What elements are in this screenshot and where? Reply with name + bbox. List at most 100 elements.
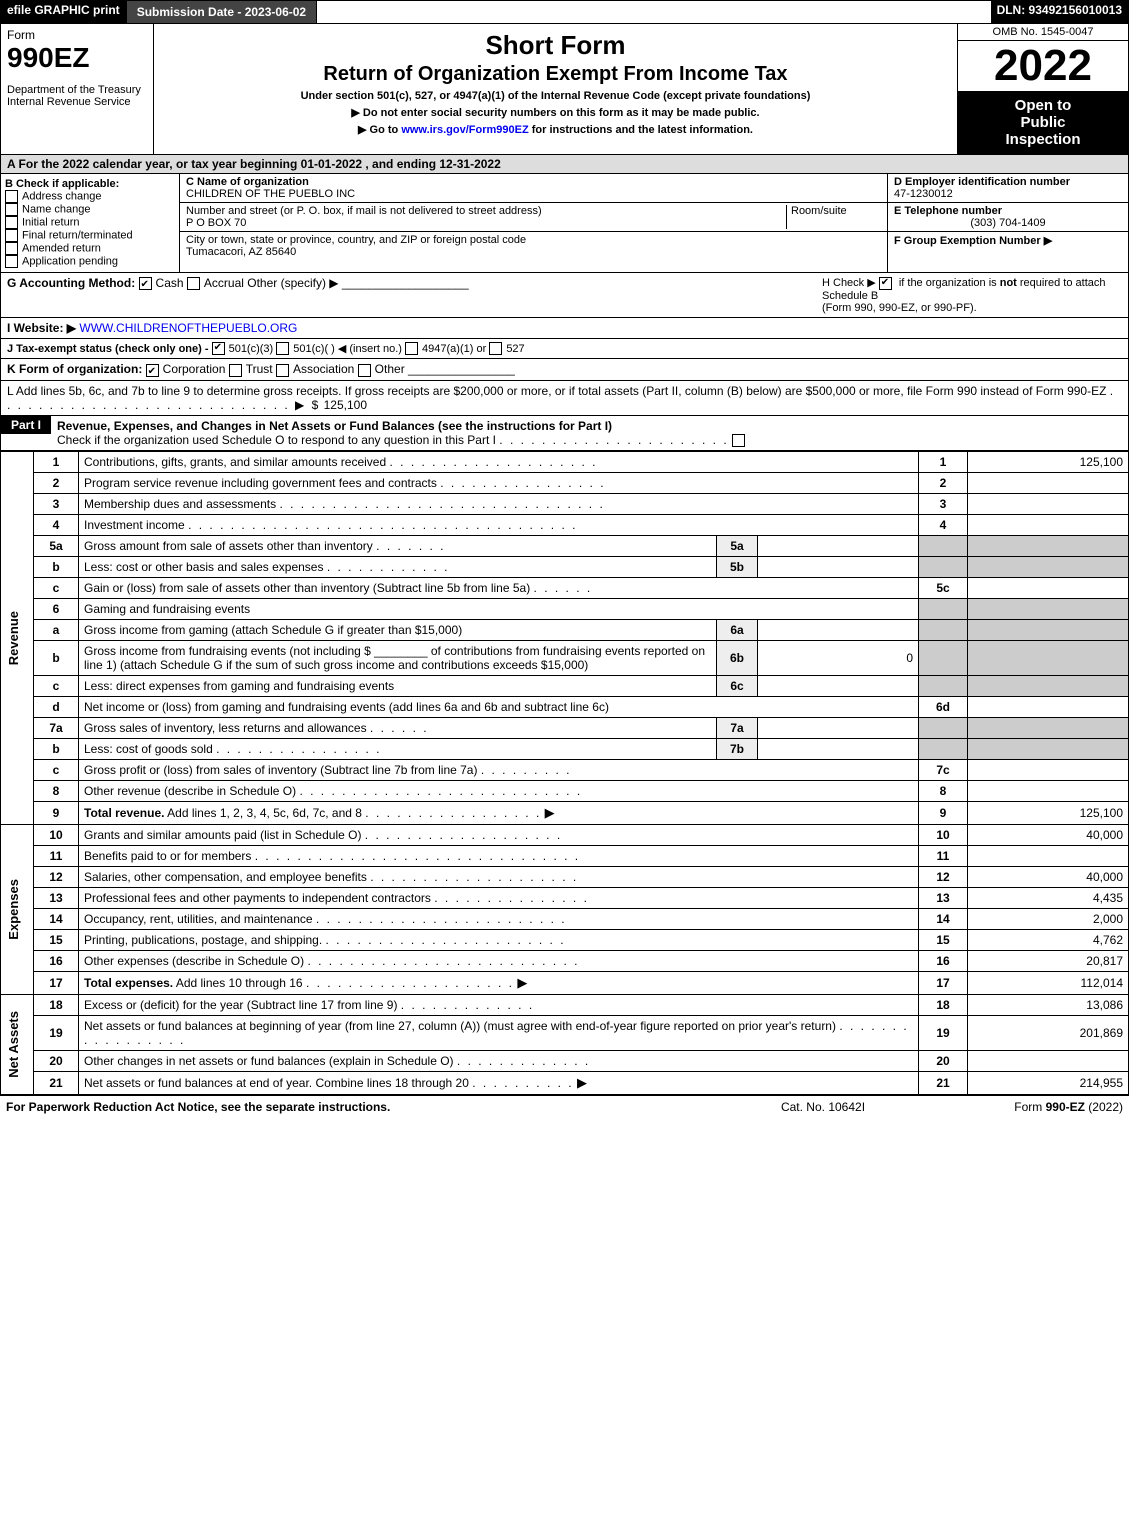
check-h[interactable]	[879, 277, 892, 290]
l12-amount: 40,000	[968, 866, 1129, 887]
check-4947[interactable]	[405, 342, 418, 355]
check-amended-return[interactable]	[5, 242, 18, 255]
g-label: G Accounting Method:	[7, 276, 135, 290]
check-final-return[interactable]	[5, 229, 18, 242]
check-schedule-o[interactable]	[732, 434, 745, 447]
l17-desc: Total expenses.	[84, 976, 173, 990]
rotated-revenue: Revenue	[1, 451, 34, 824]
lines-table: Revenue 1 Contributions, gifts, grants, …	[0, 451, 1129, 1095]
line-6d: d Net income or (loss) from gaming and f…	[1, 696, 1129, 717]
l13-amount: 4,435	[968, 887, 1129, 908]
form-header: Form 990EZ Department of the Treasury In…	[0, 24, 1129, 155]
goto-link[interactable]: www.irs.gov/Form990EZ	[401, 124, 528, 136]
check-other-org[interactable]	[358, 364, 371, 377]
check-address-change[interactable]	[5, 190, 18, 203]
check-accrual[interactable]	[187, 277, 200, 290]
line-6a: a Gross income from gaming (attach Sched…	[1, 619, 1129, 640]
line-7b: b Less: cost of goods sold . . . . . . .…	[1, 738, 1129, 759]
section-i: I Website: ▶ WWW.CHILDRENOFTHEPUEBLO.ORG	[0, 318, 1129, 339]
g-accrual: Accrual	[204, 276, 244, 290]
line-6: 6 Gaming and fundraising events	[1, 598, 1129, 619]
j-opt4: 527	[506, 343, 524, 355]
check-501c[interactable]	[276, 342, 289, 355]
l7a-desc: Gross sales of inventory, less returns a…	[84, 721, 367, 735]
line-7a: 7a Gross sales of inventory, less return…	[1, 717, 1129, 738]
l8-desc: Other revenue (describe in Schedule O)	[84, 784, 296, 798]
i-label: I Website: ▶	[7, 321, 76, 335]
check-501c3[interactable]	[212, 342, 225, 355]
l19-amount: 201,869	[968, 1015, 1129, 1050]
part1-label: Part I	[1, 416, 51, 434]
opt-final-return: Final return/terminated	[22, 229, 133, 241]
l6d-desc: Net income or (loss) from gaming and fun…	[79, 696, 919, 717]
l17-amount: 112,014	[968, 971, 1129, 994]
j-opt1: 501(c)(3)	[229, 343, 274, 355]
check-association[interactable]	[276, 364, 289, 377]
line-18: Net Assets 18 Excess or (deficit) for th…	[1, 994, 1129, 1015]
l20-desc: Other changes in net assets or fund bala…	[84, 1054, 454, 1068]
line-21: 21 Net assets or fund balances at end of…	[1, 1071, 1129, 1094]
l10-amount: 40,000	[968, 824, 1129, 845]
l21-amount: 214,955	[968, 1071, 1129, 1094]
g-other: Other (specify) ▶	[247, 276, 338, 290]
d-label: D Employer identification number	[894, 176, 1122, 188]
l16-amount: 20,817	[968, 950, 1129, 971]
l19-desc: Net assets or fund balances at beginning…	[84, 1019, 836, 1033]
telephone-value: (303) 704-1409	[894, 217, 1122, 229]
l2-desc: Program service revenue including govern…	[84, 476, 437, 490]
section-b-title: B Check if applicable:	[5, 178, 175, 190]
check-application-pending[interactable]	[5, 255, 18, 268]
section-l: L Add lines 5b, 6c, and 7b to line 9 to …	[0, 381, 1129, 416]
opt-application-pending: Application pending	[22, 255, 118, 267]
check-trust[interactable]	[229, 364, 242, 377]
efile-label[interactable]: efile GRAPHIC print	[1, 1, 127, 23]
l7b-desc: Less: cost of goods sold	[84, 742, 213, 756]
l16-desc: Other expenses (describe in Schedule O)	[84, 954, 304, 968]
check-527[interactable]	[489, 342, 502, 355]
l15-desc: Printing, publications, postage, and shi…	[84, 933, 322, 947]
line-5b: b Less: cost or other basis and sales ex…	[1, 556, 1129, 577]
dln-label: DLN: 93492156010013	[991, 1, 1128, 23]
h-text1: H Check ▶	[822, 277, 879, 289]
tax-year: 2022	[958, 41, 1128, 91]
l6a-desc: Gross income from gaming (attach Schedul…	[79, 619, 717, 640]
check-name-change[interactable]	[5, 203, 18, 216]
k-trust: Trust	[246, 362, 273, 376]
e-label: E Telephone number	[894, 205, 1122, 217]
line-4: 4 Investment income . . . . . . . . . . …	[1, 514, 1129, 535]
ein-value: 47-1230012	[894, 188, 1122, 200]
line-16: 16 Other expenses (describe in Schedule …	[1, 950, 1129, 971]
j-label: J Tax-exempt status (check only one) -	[7, 343, 212, 355]
section-def: D Employer identification number 47-1230…	[887, 174, 1128, 272]
l9-desc: Total revenue.	[84, 806, 164, 820]
inspection-box: Open to Public Inspection	[958, 91, 1128, 154]
check-cash[interactable]	[139, 277, 152, 290]
check-corporation[interactable]	[146, 364, 159, 377]
website-link[interactable]: WWW.CHILDRENOFTHEPUEBLO.ORG	[79, 321, 297, 335]
short-form-title: Short Form	[160, 30, 951, 61]
form-word: Form	[7, 28, 35, 42]
section-a: A For the 2022 calendar year, or tax yea…	[0, 155, 1129, 174]
section-j: J Tax-exempt status (check only one) - 5…	[0, 339, 1129, 360]
line-17: 17 Total expenses. Add lines 10 through …	[1, 971, 1129, 994]
l10-desc: Grants and similar amounts paid (list in…	[84, 828, 361, 842]
f-label: F Group Exemption Number ▶	[894, 234, 1122, 247]
l11-desc: Benefits paid to or for members	[84, 849, 251, 863]
top-bar: efile GRAPHIC print Submission Date - 20…	[0, 0, 1129, 24]
section-k: K Form of organization: Corporation Trus…	[0, 359, 1129, 380]
irs-label: Internal Revenue Service	[7, 96, 147, 108]
opt-initial-return: Initial return	[22, 216, 79, 228]
return-title: Return of Organization Exempt From Incom…	[160, 63, 951, 86]
line-15: 15 Printing, publications, postage, and …	[1, 929, 1129, 950]
l1-amount: 125,100	[968, 451, 1129, 472]
g-cash: Cash	[156, 276, 184, 290]
line-20: 20 Other changes in net assets or fund b…	[1, 1050, 1129, 1071]
opt-name-change: Name change	[22, 203, 91, 215]
l14-desc: Occupancy, rent, utilities, and maintena…	[84, 912, 313, 926]
line-6c: c Less: direct expenses from gaming and …	[1, 675, 1129, 696]
line-5c: c Gain or (loss) from sale of assets oth…	[1, 577, 1129, 598]
k-other: Other	[375, 362, 405, 376]
rotated-expenses: Expenses	[1, 824, 34, 994]
check-initial-return[interactable]	[5, 216, 18, 229]
footer-left: For Paperwork Reduction Act Notice, see …	[6, 1100, 723, 1114]
